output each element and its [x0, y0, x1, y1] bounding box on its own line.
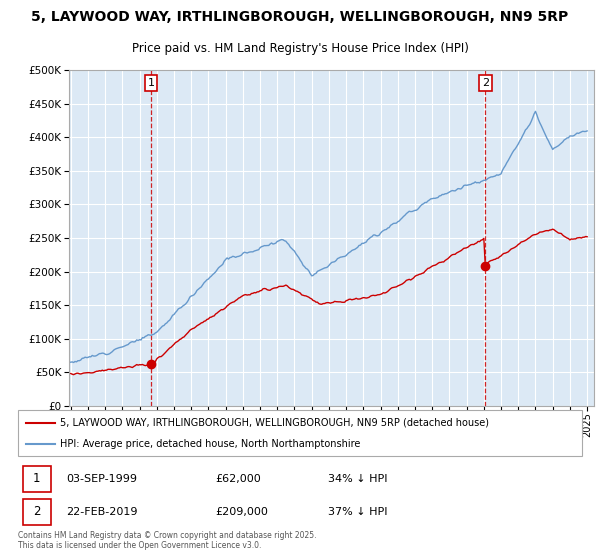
- Text: HPI: Average price, detached house, North Northamptonshire: HPI: Average price, detached house, Nort…: [60, 439, 361, 449]
- Text: 5, LAYWOOD WAY, IRTHLINGBOROUGH, WELLINGBOROUGH, NN9 5RP (detached house): 5, LAYWOOD WAY, IRTHLINGBOROUGH, WELLING…: [60, 418, 490, 428]
- Text: £209,000: £209,000: [215, 507, 268, 517]
- Text: Price paid vs. HM Land Registry's House Price Index (HPI): Price paid vs. HM Land Registry's House …: [131, 41, 469, 55]
- Text: Contains HM Land Registry data © Crown copyright and database right 2025.
This d: Contains HM Land Registry data © Crown c…: [18, 531, 317, 550]
- Text: £62,000: £62,000: [215, 474, 261, 484]
- Text: 5, LAYWOOD WAY, IRTHLINGBOROUGH, WELLINGBOROUGH, NN9 5RP: 5, LAYWOOD WAY, IRTHLINGBOROUGH, WELLING…: [31, 10, 569, 24]
- FancyBboxPatch shape: [23, 466, 51, 492]
- Text: 1: 1: [148, 78, 155, 88]
- Text: 22-FEB-2019: 22-FEB-2019: [66, 507, 137, 517]
- Text: 37% ↓ HPI: 37% ↓ HPI: [328, 507, 388, 517]
- FancyBboxPatch shape: [23, 498, 51, 525]
- Text: 1: 1: [33, 472, 40, 486]
- Text: 34% ↓ HPI: 34% ↓ HPI: [328, 474, 388, 484]
- Text: 2: 2: [482, 78, 489, 88]
- Text: 2: 2: [33, 505, 40, 518]
- Text: 03-SEP-1999: 03-SEP-1999: [66, 474, 137, 484]
- FancyBboxPatch shape: [18, 410, 582, 456]
